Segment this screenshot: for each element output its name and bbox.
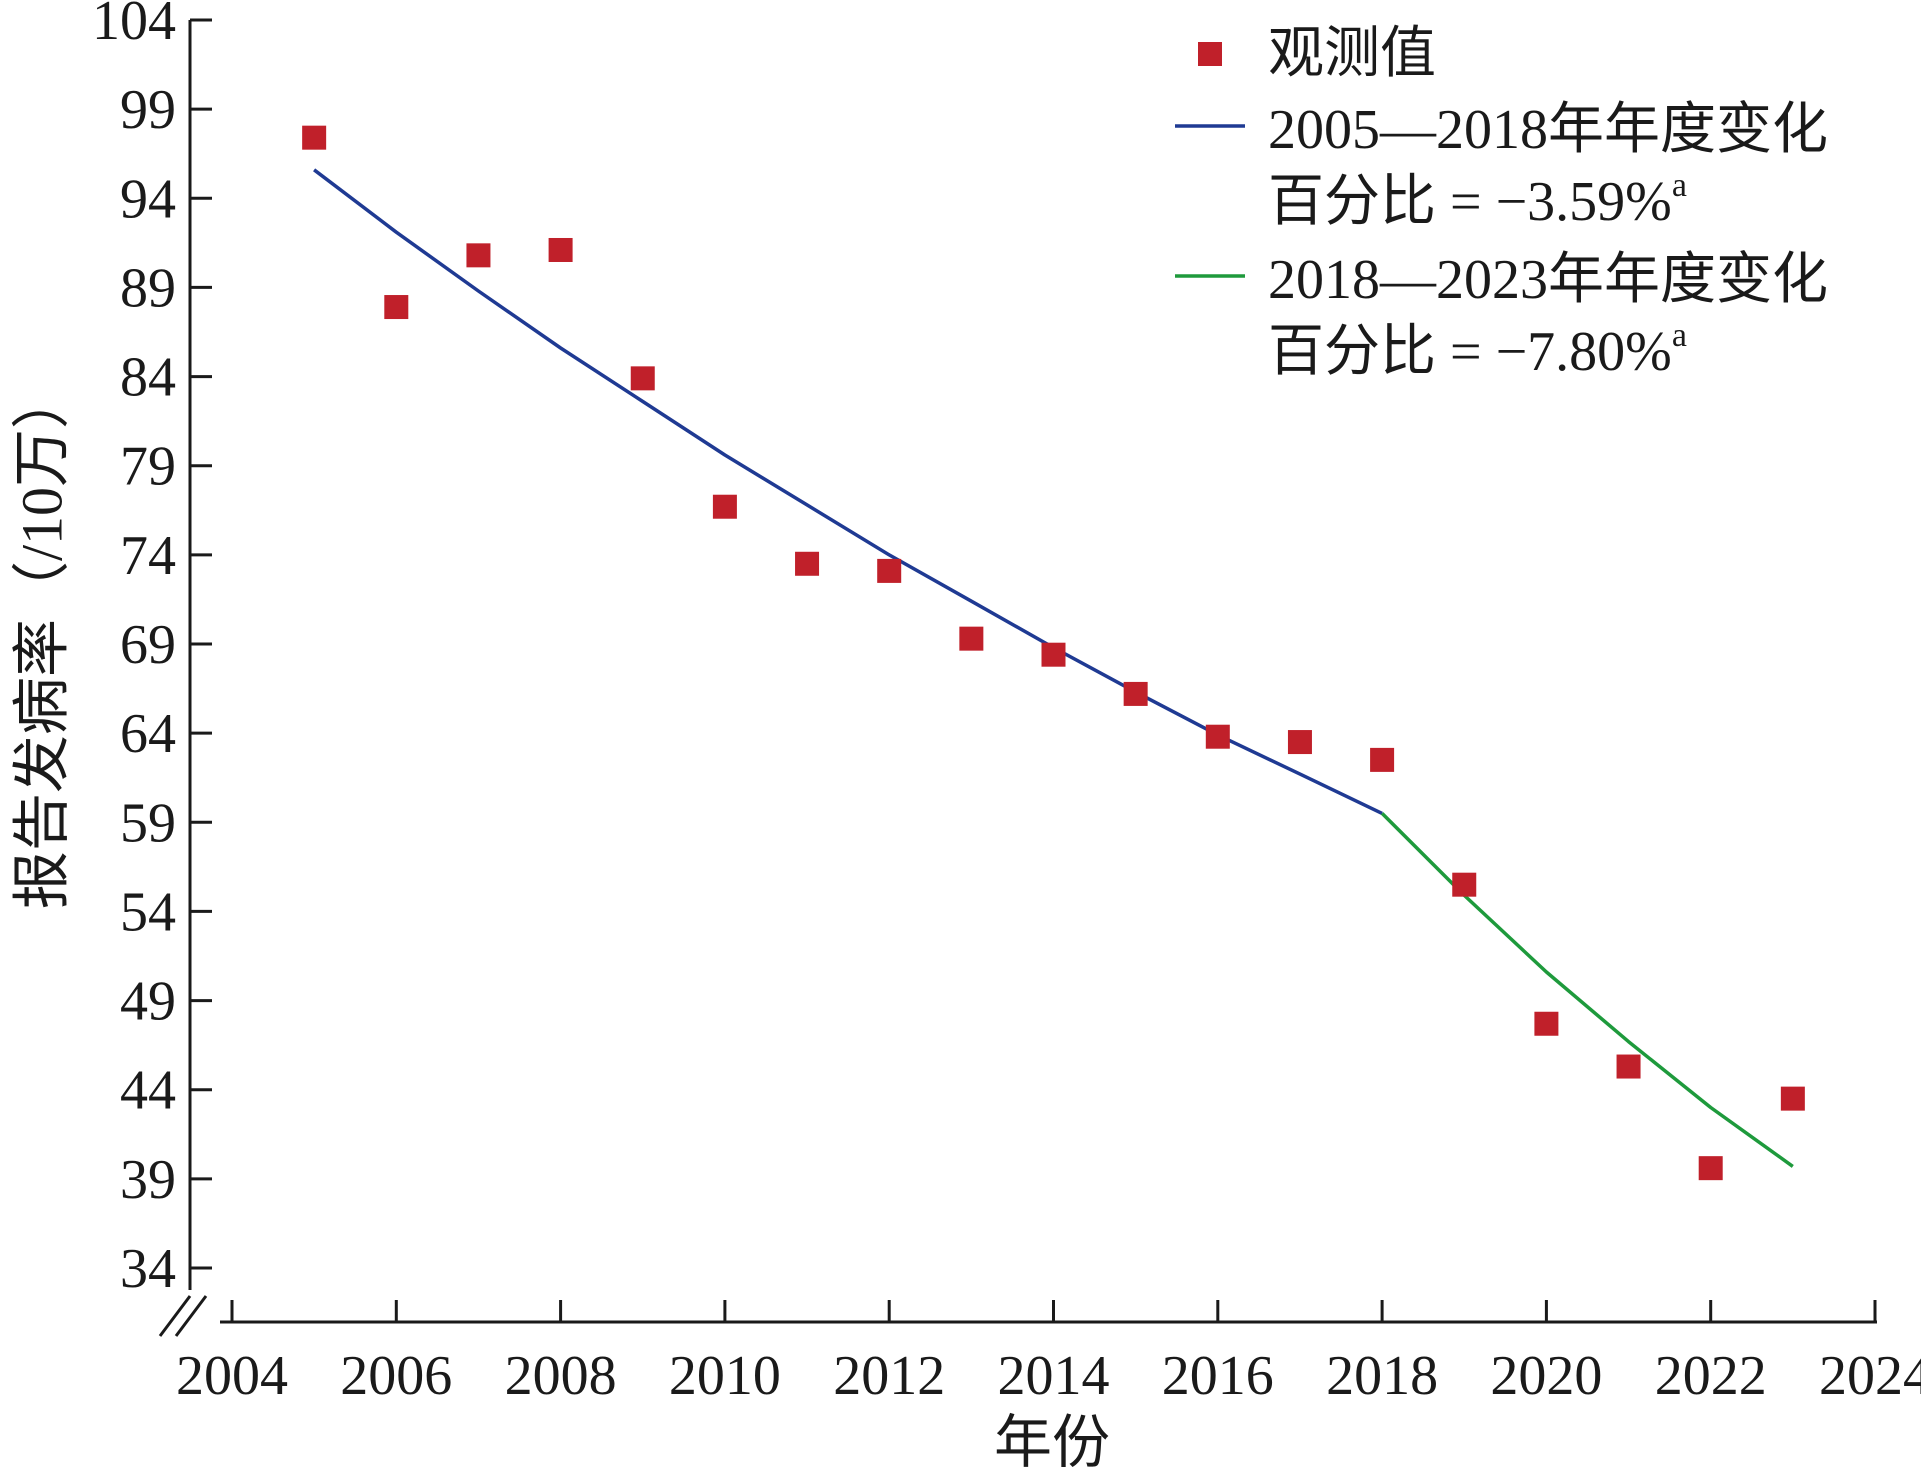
- legend-label: 2005—2018年年度变化: [1268, 99, 1828, 161]
- y-tick-label: 99: [120, 79, 176, 141]
- trend-lines: [313, 168, 1794, 1168]
- observed-point: [1287, 730, 1312, 755]
- x-axis-title: 年份: [994, 1410, 1110, 1475]
- y-tick-label: 104: [92, 0, 176, 52]
- observed-point: [712, 494, 737, 519]
- y-tick-label: 34: [120, 1238, 176, 1300]
- legend-marker-square: [1198, 42, 1222, 66]
- y-tick-label: 59: [120, 792, 176, 854]
- observed-point: [1616, 1054, 1641, 1079]
- observed-points: [302, 125, 1805, 1181]
- x-tick-label: 2018: [1326, 1345, 1438, 1407]
- axis-break-mark: [158, 1295, 192, 1337]
- axis-break-mark: [174, 1295, 208, 1337]
- y-tick-label: 54: [120, 881, 176, 943]
- observed-point: [1041, 642, 1066, 667]
- y-tick-label: 79: [120, 436, 176, 498]
- y-tick-label: 64: [120, 703, 176, 765]
- legend-sublabel: 百分比 = −3.59%a: [1268, 167, 1687, 233]
- observed-point: [1370, 747, 1395, 772]
- y-tick-label: 39: [120, 1149, 176, 1211]
- axes: 34 39 44 49 54 59 64 69 74 79 84 89 94 99 104 2004 2006 2…: [92, 0, 1921, 1407]
- y-tick-label: 94: [120, 168, 176, 230]
- observed-point: [548, 237, 573, 262]
- x-tick-label: 2016: [1162, 1345, 1274, 1407]
- legend-label: 2018—2023年年度变化: [1268, 249, 1828, 311]
- y-tick-label: 84: [120, 347, 176, 409]
- observed-point: [1123, 681, 1148, 706]
- legend-label: 观测值: [1268, 23, 1436, 85]
- x-tick-label: 2004: [176, 1345, 288, 1407]
- legend-sublabel: 百分比 = −7.80%a: [1268, 317, 1687, 383]
- x-tick-label: 2024: [1819, 1345, 1921, 1407]
- y-tick-label: 49: [120, 971, 176, 1033]
- legend-superscript: a: [1672, 317, 1687, 354]
- x-tick-label: 2006: [340, 1345, 452, 1407]
- x-tick-label: 2022: [1655, 1345, 1767, 1407]
- observed-point: [795, 551, 820, 576]
- observed-point: [959, 626, 984, 651]
- x-tick-label: 2012: [833, 1345, 945, 1407]
- observed-point: [630, 366, 655, 391]
- observed-point: [1452, 872, 1477, 897]
- x-tick-label: 2008: [505, 1345, 617, 1407]
- observed-point: [466, 243, 491, 268]
- x-tick-label: 2010: [669, 1345, 781, 1407]
- x-tick-label: 2020: [1490, 1345, 1602, 1407]
- y-tick-label: 74: [120, 525, 176, 587]
- observed-point: [877, 558, 902, 583]
- observed-point: [1205, 724, 1230, 749]
- observed-point: [1534, 1011, 1559, 1036]
- y-tick-label: 89: [120, 257, 176, 319]
- observed-point: [384, 295, 409, 320]
- trend-line-1: [313, 168, 1383, 815]
- y-axis-title: 报告发病率（/10万）: [9, 371, 74, 909]
- y-tick-label: 69: [120, 614, 176, 676]
- observed-point: [1780, 1086, 1805, 1111]
- trend-line-2: [1380, 812, 1794, 1168]
- legend-superscript: a: [1672, 167, 1687, 204]
- y-tick-label: 44: [120, 1060, 176, 1122]
- observed-point: [1698, 1156, 1723, 1181]
- x-tick-label: 2014: [998, 1345, 1110, 1407]
- observed-point: [302, 125, 327, 150]
